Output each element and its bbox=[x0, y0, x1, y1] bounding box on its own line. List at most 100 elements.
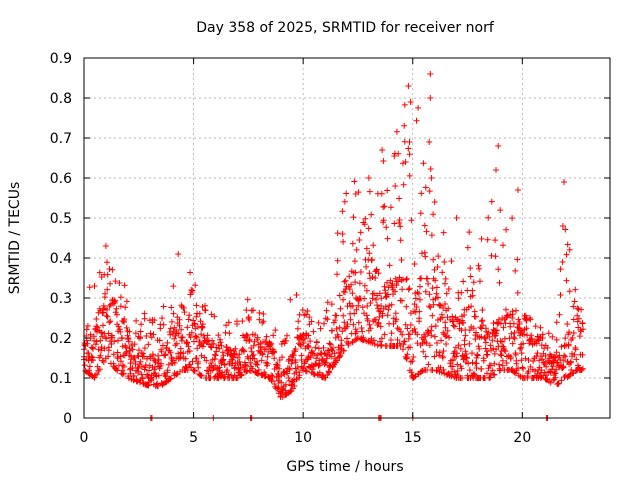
data-point bbox=[364, 317, 371, 324]
data-point bbox=[565, 341, 572, 348]
data-point bbox=[402, 159, 409, 165]
data-point bbox=[570, 303, 577, 310]
data-point bbox=[113, 366, 120, 373]
data-point bbox=[288, 360, 295, 367]
data-point bbox=[543, 372, 550, 379]
plot-frame bbox=[83, 57, 611, 419]
data-point bbox=[341, 289, 348, 296]
data-point bbox=[155, 356, 162, 363]
data-point bbox=[137, 358, 144, 365]
data-point bbox=[549, 363, 556, 370]
data-point bbox=[376, 314, 383, 320]
data-point bbox=[367, 300, 374, 306]
data-point bbox=[477, 278, 483, 285]
data-point bbox=[257, 343, 264, 350]
data-point bbox=[187, 269, 194, 276]
data-point bbox=[115, 323, 122, 330]
x-tick-label: 15 bbox=[404, 430, 422, 446]
y-tick-label: 0.2 bbox=[50, 331, 72, 347]
data-point bbox=[199, 321, 206, 328]
data-point bbox=[570, 330, 577, 336]
data-point bbox=[384, 279, 390, 286]
data-point bbox=[478, 318, 485, 325]
data-point bbox=[515, 365, 521, 372]
data-point bbox=[100, 359, 107, 365]
y-tick-label: 0.7 bbox=[50, 131, 72, 147]
data-point bbox=[312, 344, 319, 351]
data-point bbox=[381, 331, 388, 338]
data-point bbox=[193, 313, 200, 320]
data-point bbox=[193, 355, 200, 362]
data-point bbox=[416, 318, 423, 325]
data-point bbox=[305, 332, 312, 339]
data-point bbox=[193, 334, 200, 341]
data-point bbox=[317, 325, 324, 332]
data-point bbox=[442, 301, 448, 307]
data-point bbox=[315, 345, 322, 352]
data-point bbox=[139, 374, 146, 381]
data-point bbox=[411, 374, 418, 380]
data-point bbox=[534, 350, 541, 357]
data-point bbox=[303, 368, 310, 375]
data-point bbox=[574, 318, 581, 325]
data-point bbox=[461, 312, 468, 318]
data-point bbox=[445, 305, 452, 312]
data-point bbox=[150, 331, 157, 338]
data-point bbox=[207, 343, 214, 350]
data-point bbox=[287, 296, 294, 303]
data-point bbox=[178, 337, 185, 344]
data-point bbox=[100, 322, 106, 329]
data-point bbox=[576, 333, 583, 340]
data-point bbox=[429, 285, 436, 292]
data-point bbox=[260, 318, 267, 325]
data-point bbox=[274, 362, 281, 369]
data-point bbox=[559, 223, 566, 229]
data-point bbox=[406, 172, 413, 179]
data-point bbox=[516, 321, 523, 327]
data-point bbox=[464, 287, 471, 294]
data-point bbox=[328, 327, 335, 334]
data-point bbox=[337, 305, 344, 312]
data-point bbox=[196, 310, 203, 317]
data-point bbox=[191, 368, 198, 375]
data-point bbox=[422, 184, 429, 191]
data-point bbox=[104, 259, 110, 266]
data-point bbox=[146, 367, 152, 374]
data-point bbox=[98, 347, 105, 354]
data-point bbox=[537, 324, 544, 331]
data-point bbox=[562, 226, 569, 233]
data-point bbox=[491, 360, 498, 367]
data-point bbox=[414, 331, 421, 338]
data-point bbox=[415, 104, 422, 111]
data-point bbox=[167, 349, 174, 356]
data-point bbox=[121, 316, 128, 323]
data-point bbox=[86, 363, 93, 370]
chart-title: Day 358 of 2025, SRMTID for receiver nor… bbox=[196, 20, 495, 36]
data-point bbox=[286, 365, 293, 372]
data-point bbox=[486, 333, 493, 340]
y-axis-label: SRMTID / TECUs bbox=[7, 182, 23, 295]
data-point bbox=[375, 270, 382, 277]
data-point bbox=[476, 265, 483, 272]
data-point bbox=[140, 350, 146, 357]
data-point bbox=[444, 314, 451, 321]
data-point bbox=[340, 296, 347, 303]
data-point bbox=[326, 368, 333, 375]
data-point bbox=[403, 303, 410, 310]
data-point bbox=[145, 382, 152, 389]
data-point bbox=[101, 345, 108, 352]
data-point bbox=[341, 319, 348, 326]
data-point bbox=[471, 371, 478, 378]
data-point bbox=[96, 269, 103, 276]
data-point bbox=[398, 257, 405, 263]
data-point bbox=[478, 235, 485, 242]
data-point bbox=[378, 303, 385, 309]
data-point bbox=[460, 278, 467, 285]
data-point bbox=[433, 290, 440, 297]
data-point bbox=[202, 302, 208, 309]
data-point bbox=[352, 191, 359, 197]
data-point bbox=[404, 351, 411, 358]
data-point bbox=[542, 352, 549, 359]
data-point bbox=[428, 232, 435, 239]
data-point bbox=[416, 308, 423, 315]
